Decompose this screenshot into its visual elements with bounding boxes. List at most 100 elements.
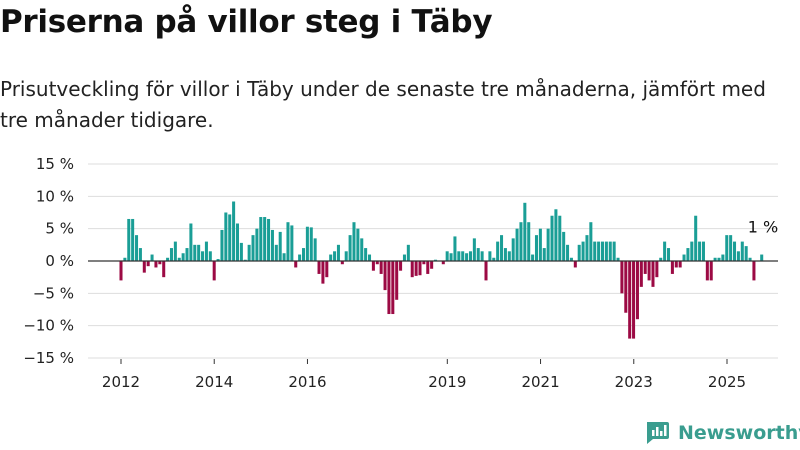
bar — [542, 248, 546, 261]
bar — [670, 261, 674, 274]
bar — [232, 201, 236, 261]
bar — [534, 235, 539, 261]
bar — [523, 202, 527, 261]
bar — [290, 225, 294, 261]
bar — [620, 261, 624, 294]
bar — [317, 261, 321, 274]
bar — [752, 261, 756, 281]
bar — [573, 261, 577, 268]
bar — [344, 251, 348, 261]
y-tick-label: 0 % — [45, 252, 74, 270]
bar — [216, 259, 220, 261]
bar — [496, 241, 500, 261]
bar — [597, 241, 601, 261]
bar — [476, 248, 480, 261]
bar — [251, 235, 255, 261]
bar — [663, 241, 667, 261]
bar — [173, 241, 177, 261]
x-tick-label: 2019 — [428, 373, 466, 391]
bar — [352, 222, 356, 261]
bar — [511, 238, 515, 261]
bar — [228, 214, 232, 261]
bar — [604, 241, 608, 261]
bar — [220, 229, 224, 261]
bar — [612, 241, 616, 261]
bar — [135, 235, 139, 261]
bar — [515, 228, 519, 261]
bar — [713, 257, 717, 261]
bar — [554, 209, 558, 261]
bar — [185, 248, 189, 261]
bar — [488, 251, 492, 261]
bar — [531, 254, 535, 261]
bar — [356, 228, 360, 261]
bar — [313, 238, 317, 261]
bar — [364, 248, 368, 261]
bar — [651, 261, 655, 287]
bar — [131, 218, 135, 261]
bar — [336, 244, 340, 261]
bar — [247, 244, 251, 261]
bar — [527, 222, 531, 261]
bar — [608, 241, 612, 261]
bar — [235, 223, 240, 261]
bar — [166, 257, 170, 261]
bar — [259, 217, 263, 261]
bar — [399, 261, 403, 271]
bar — [158, 261, 162, 265]
y-tick-label: 5 % — [45, 220, 74, 238]
newsworthy-logo: Newsworthy — [644, 420, 800, 446]
bar — [694, 215, 698, 261]
bar — [383, 261, 387, 291]
bar — [119, 261, 123, 281]
bar — [566, 244, 570, 261]
bar — [705, 261, 709, 281]
bar — [274, 244, 278, 261]
bar — [484, 261, 488, 281]
bar — [717, 257, 721, 261]
bar — [305, 226, 309, 261]
y-tick-label: −5 % — [33, 284, 74, 302]
bar — [142, 261, 146, 273]
bar — [418, 261, 422, 276]
bar — [666, 248, 671, 261]
bar — [321, 261, 325, 284]
bar — [628, 261, 632, 339]
bar — [725, 235, 729, 261]
bar — [748, 257, 752, 261]
bar — [294, 261, 298, 268]
bar — [169, 248, 173, 261]
bar — [375, 261, 379, 265]
bar — [127, 218, 131, 261]
x-tick-label: 2016 — [288, 373, 326, 391]
bar — [729, 235, 733, 261]
y-axis-ticks: 15 % 10 % 5 % 0 % −5 % −10 % −15 % — [23, 155, 74, 367]
bar — [177, 257, 181, 261]
bar — [360, 238, 364, 261]
bar — [395, 261, 399, 300]
bar — [453, 236, 457, 261]
bar — [698, 241, 702, 261]
latest-value-label: 1 % — [748, 218, 778, 237]
bar — [286, 222, 290, 261]
bar — [298, 254, 302, 261]
bar — [492, 257, 496, 261]
bar-series — [119, 201, 764, 339]
bar — [123, 257, 127, 261]
bar — [371, 261, 375, 271]
bar — [193, 244, 197, 261]
bar — [647, 261, 651, 281]
bar — [635, 261, 639, 320]
bar — [348, 235, 352, 261]
bar — [643, 261, 647, 274]
bar — [402, 254, 406, 261]
bar — [406, 244, 410, 261]
bar — [410, 261, 414, 278]
bar — [138, 248, 142, 261]
brand-name: Newsworthy — [678, 422, 800, 444]
bar — [422, 261, 426, 265]
bar — [162, 261, 166, 278]
bar — [263, 217, 267, 261]
chart-title: Priserna på villor steg i Täby — [0, 4, 493, 40]
